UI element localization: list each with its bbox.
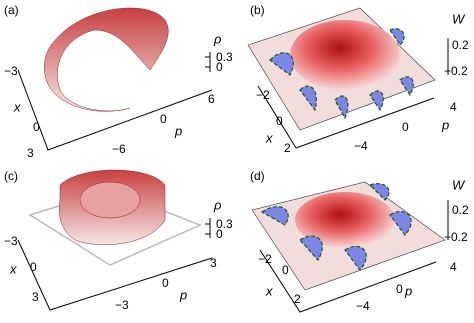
z-tick: 0.3 [216, 217, 233, 231]
negative-regions [260, 183, 412, 271]
x-label: x [265, 130, 273, 145]
axes [257, 38, 449, 149]
wigner-peak [295, 192, 395, 248]
p-tick: 0 [162, 276, 169, 290]
z-label: ρ [213, 197, 222, 212]
p-label: p [441, 117, 449, 132]
x-tick: 0 [33, 120, 40, 134]
x-tick: −2 [256, 88, 270, 102]
x-label: x [265, 283, 273, 298]
p-tick: 0 [396, 282, 403, 296]
z-tick: 0 [216, 60, 223, 74]
x-tick: −2 [258, 252, 272, 266]
panel-label: (c) [4, 169, 18, 183]
negative-regions [269, 28, 414, 120]
x-label: x [9, 261, 17, 276]
panel-b: (b) W 0.2 −0.2 x −2 0 2 p 4 0 −4 [247, 3, 469, 155]
wigner-peak [290, 20, 400, 90]
z-label: W [452, 177, 466, 192]
axes [259, 200, 449, 313]
z-tick: −0.2 [444, 230, 468, 244]
p-tick: 3 [210, 256, 217, 270]
axes [17, 218, 213, 311]
z-tick: −0.2 [444, 64, 468, 78]
p-label: p [179, 287, 187, 302]
x-tick: 0 [276, 114, 283, 128]
panel-a: (a) ρ 0.3 0 x −3 0 3 p 6 0 −6 [4, 3, 233, 160]
z-tick: 0.3 [216, 50, 233, 64]
panel-d: (d) W 0.2 −0.2 x −2 0 2 p 4 0 −4 [250, 169, 469, 313]
x-tick: 0 [30, 260, 37, 274]
z-label: ρ [213, 31, 222, 46]
p-tick: −4 [356, 299, 370, 313]
p-tick: 0 [402, 120, 409, 134]
x-tick: 3 [27, 146, 34, 160]
p-label: p [174, 123, 182, 138]
axes [17, 52, 213, 151]
panel-c: (c) ρ 0.3 0 x −3 0 3 p 3 0 −3 [4, 169, 233, 312]
x-label: x [13, 99, 21, 114]
panel-label: (a) [4, 3, 19, 17]
z-tick: 0 [216, 227, 223, 241]
p-tick: −6 [112, 142, 126, 156]
z-label: W [452, 11, 466, 26]
p-label: p [404, 283, 412, 298]
panel-label: (d) [250, 169, 265, 183]
x-tick: −3 [4, 234, 18, 248]
x-tick: 0 [282, 263, 289, 277]
p-tick: 6 [208, 92, 215, 106]
x-tick: 2 [294, 292, 301, 306]
density-inner [79, 181, 141, 219]
density-surface [44, 7, 169, 112]
z-tick: 0.2 [452, 203, 469, 217]
p-tick: 4 [450, 100, 457, 114]
p-tick: 0 [160, 112, 167, 126]
p-tick: −3 [115, 298, 129, 312]
x-tick: 2 [284, 141, 291, 155]
z-tick: 0.2 [452, 38, 469, 52]
x-tick: −3 [4, 64, 18, 78]
p-tick: −4 [354, 139, 368, 153]
panel-label: (b) [250, 3, 265, 17]
p-tick: 4 [450, 260, 457, 274]
x-tick: 3 [32, 290, 39, 304]
